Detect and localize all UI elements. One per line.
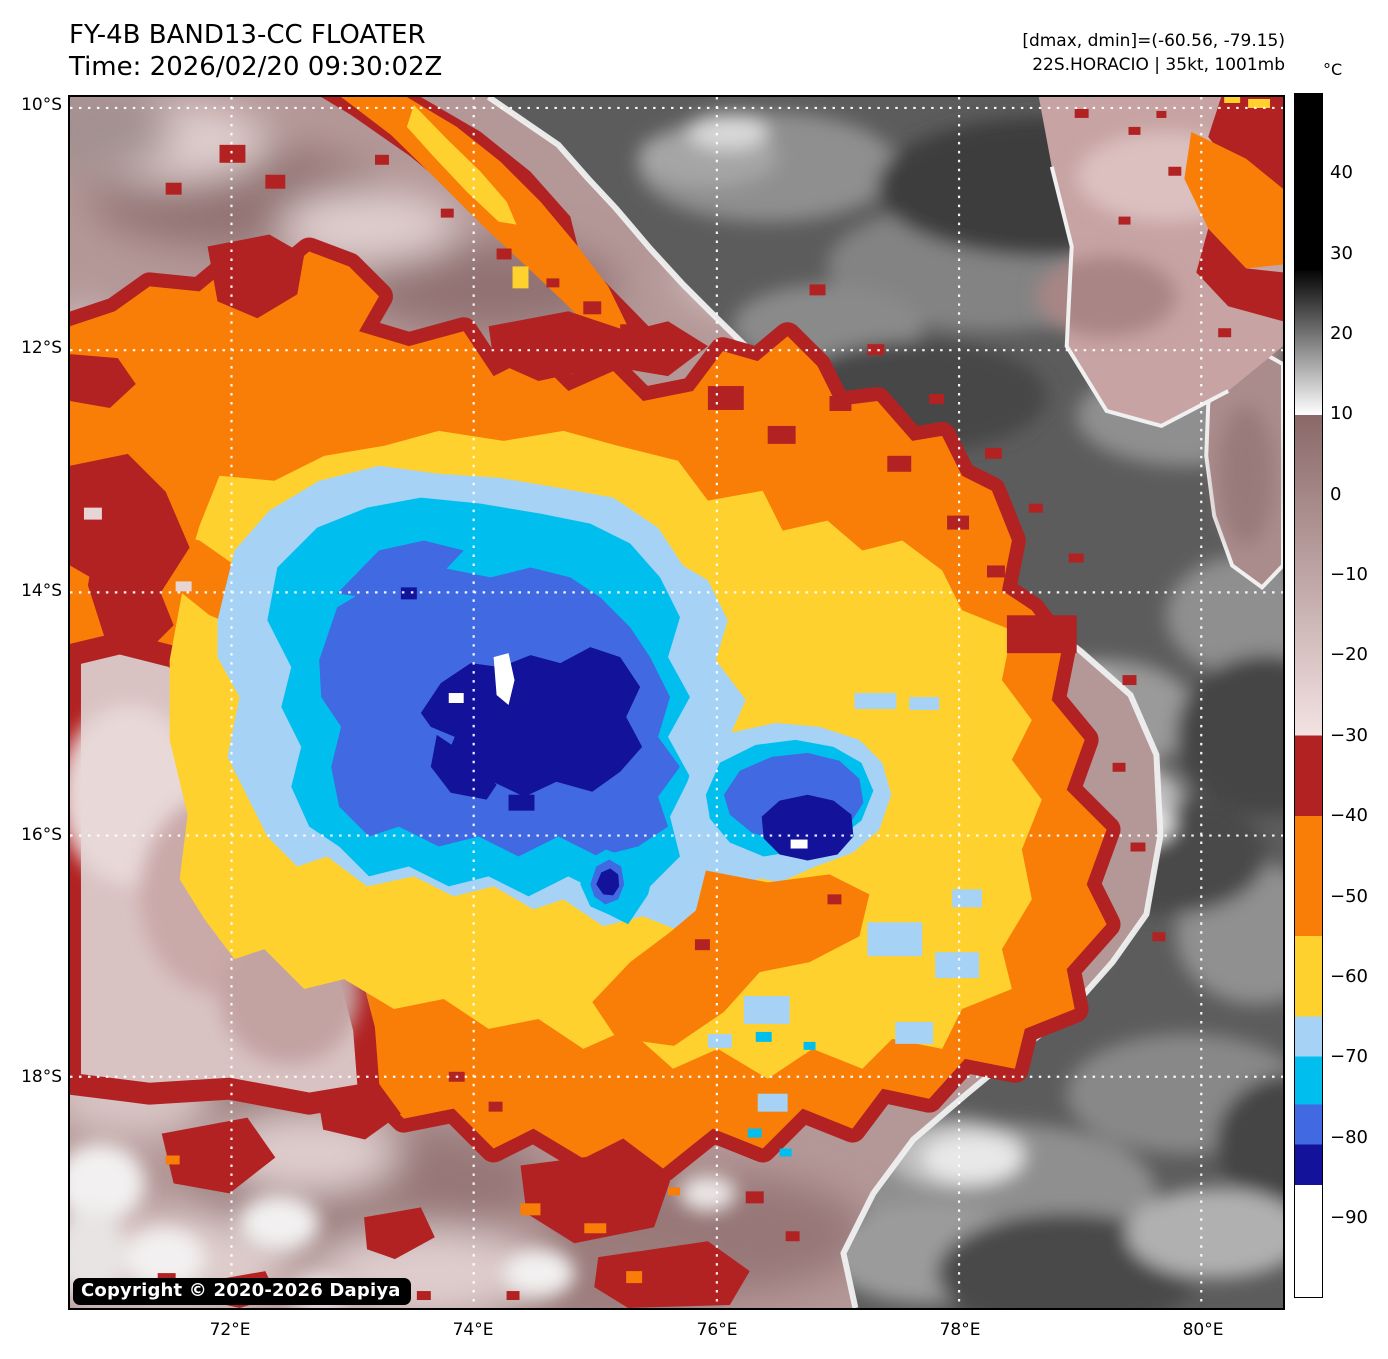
storm-annotation: 22S.HORACIO | 35kt, 1001mb [1032,55,1285,75]
lat-tick-16s: 16°S [21,825,62,845]
top-band-orange [341,97,631,337]
colorbar-tick: −20 [1330,644,1368,665]
east-blob-navy [761,794,854,861]
orange-swath-southeast [592,870,870,1046]
top-band-yellow-streak [406,104,517,225]
colorbar-tick: −50 [1330,886,1368,907]
colorbar-tick: 30 [1330,243,1353,264]
colorbar-tick: 10 [1330,403,1353,424]
figure-timestamp: Time: 2026/02/20 09:30:02Z [69,52,443,82]
lat-tick-12s: 12°S [21,338,62,358]
satellite-map: Copyright © 2020-2026 Dapiya [68,95,1285,1310]
colorbar-tick: −60 [1330,966,1368,987]
stats-annotation: [dmax, dmin]=(-60.56, -79.15) [1022,31,1285,51]
royalblue-nw-arm [337,540,464,601]
yellow-bit [512,266,529,289]
corner-cloud-rim [1049,166,1230,429]
corner-cold-patch-red2 [1196,228,1283,322]
copyright-badge: Copyright © 2020-2026 Dapiya [73,1278,411,1305]
cyan-specks [747,1031,816,1157]
colorbar-tick: −70 [1330,1046,1368,1067]
satellite-imagery [70,97,1283,1308]
corner-red-speckles [1074,108,1232,338]
colorbar-tick: −10 [1330,564,1368,585]
lat-tick-18s: 18°S [21,1067,62,1087]
lat-tick-10s: 10°S [21,95,62,115]
navy-lump [430,734,497,800]
corner-cold-patch-orange [1184,131,1283,269]
navy-speck [508,794,535,811]
overshoot-white-pixels [448,653,515,705]
lon-tick-80e: 80°E [1182,1320,1224,1340]
colorbar-tick: −80 [1330,1127,1368,1148]
red-patches [70,144,1166,1308]
east-blob-white-pixel [790,839,808,849]
lat-tick-14s: 14°S [21,581,62,601]
lon-tick-78e: 78°E [939,1320,981,1340]
lon-tick-72e: 72°E [209,1320,251,1340]
colorbar-tick: 0 [1330,484,1342,505]
red-dot [827,894,842,905]
lightblue-specks [707,693,982,1112]
lon-tick-76e: 76°E [696,1320,738,1340]
colorbar-unit-label: °C [1323,60,1343,79]
colorbar [1294,93,1323,1298]
navy-dot-nw [400,587,417,600]
coldest-core-navy [420,647,643,797]
colorbar-tick: −40 [1330,805,1368,826]
colorbar-tick: 20 [1330,323,1353,344]
corner-yellow-dashes [1224,97,1271,108]
colorbar-tick: −30 [1330,725,1368,746]
pink-dots-in-orange [83,507,192,592]
colorbar-tick: 40 [1330,162,1353,183]
right-edge-cloud-core [1218,405,1275,546]
orange-specks [165,1081,680,1284]
figure-title: FY-4B BAND13-CC FLOATER [69,20,426,50]
colorbar-tick: −90 [1330,1207,1368,1228]
lon-tick-74e: 74°E [452,1320,494,1340]
small-cell-navy [596,868,620,896]
corner-cloud-dark [1036,256,1177,337]
